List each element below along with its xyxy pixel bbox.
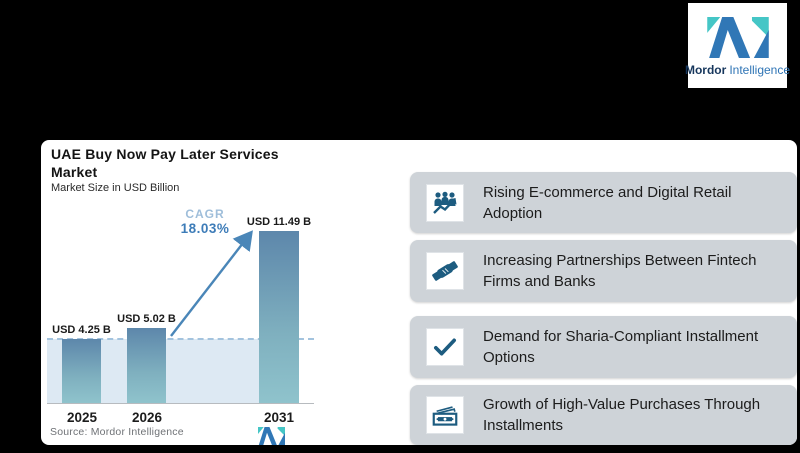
checkmark-icon xyxy=(426,328,464,366)
driver-text: Rising E-commerce and Digital Retail Ado… xyxy=(483,183,732,222)
bar-value-label-2025: USD 4.25 B xyxy=(52,324,111,336)
x-tick-2026: 2026 xyxy=(131,410,163,425)
driver-text: Demand for Sharia-Compliant Installment … xyxy=(483,328,759,366)
chart-title-line1: UAE Buy Now Pay Later Services xyxy=(51,146,279,162)
x-tick-2025: 2025 xyxy=(66,410,98,425)
cagr-label: CAGR xyxy=(185,207,225,221)
mordor-mini-logo-icon xyxy=(258,427,285,445)
x-tick-2031: 2031 xyxy=(263,410,295,425)
brand-name-light: Intelligence xyxy=(729,63,791,77)
source-caption: Source: Mordor Intelligence xyxy=(50,426,184,438)
handshake-icon xyxy=(426,252,464,290)
chart-title-line2: Market xyxy=(51,164,98,180)
bar-2026 xyxy=(127,328,166,403)
bar-2031 xyxy=(259,231,299,403)
bar-2025 xyxy=(62,339,101,403)
bnpl-market-chart: UAE Buy Now Pay Later Services Market Ma… xyxy=(41,140,381,445)
reference-dashed-line xyxy=(47,338,314,340)
driver-row-ecommerce: Rising E-commerce and Digital Retail Ado… xyxy=(410,172,797,233)
driver-text: Growth of High-Value Purchases Through I… xyxy=(483,396,761,434)
driver-row-partnerships: Increasing Partnerships Between Fintech … xyxy=(410,240,797,302)
driver-text: Increasing Partnerships Between Fintech … xyxy=(483,252,757,290)
brand-name: Mordor Intelligence xyxy=(685,63,790,77)
chart-title: UAE Buy Now Pay Later Services Market xyxy=(51,145,279,181)
banknotes-icon xyxy=(426,396,464,434)
cagr-annotation: CAGR 18.03% xyxy=(155,207,255,236)
driver-row-sharia: Demand for Sharia-Compliant Installment … xyxy=(410,316,797,378)
driver-row-high-value: Growth of High-Value Purchases Through I… xyxy=(410,385,797,445)
x-axis-line xyxy=(47,403,314,404)
bar-value-label-2026: USD 5.02 B xyxy=(117,313,176,325)
bar-value-label-2031: USD 11.49 B xyxy=(246,216,312,228)
cagr-value: 18.03% xyxy=(180,221,230,236)
brand-name-bold: Mordor xyxy=(684,63,727,77)
people-growth-icon xyxy=(426,183,464,222)
mordor-intelligence-logo: Mordor Intelligence xyxy=(685,3,790,88)
chart-subtitle: Market Size in USD Billion xyxy=(51,182,180,194)
mordor-logo-mark-icon xyxy=(706,17,769,58)
